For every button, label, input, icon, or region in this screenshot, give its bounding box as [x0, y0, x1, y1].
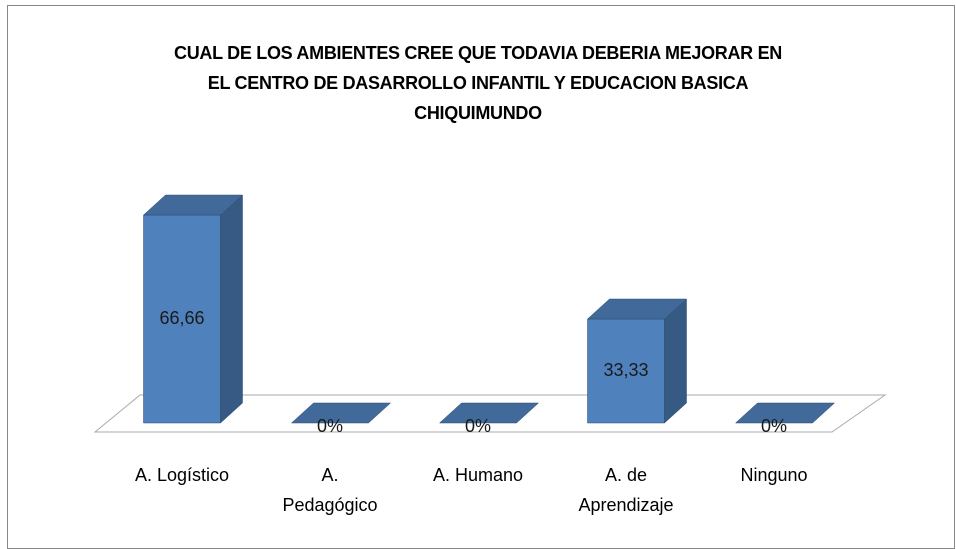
x-tick-label: Ninguno: [740, 465, 808, 485]
x-tick-label: A. Humano: [432, 465, 524, 485]
bar: [438, 402, 540, 424]
bar: [586, 298, 688, 424]
value-label: 0%: [317, 416, 343, 436]
bar-top: [290, 402, 392, 424]
bar: [734, 402, 836, 424]
bar-top: [586, 298, 688, 320]
bar-top: [438, 402, 540, 424]
x-tick-label: A. Logístico: [134, 465, 230, 485]
bar-side: [664, 298, 687, 424]
x-tick-label: A. Pedagógico: [282, 465, 378, 515]
value-label: 0%: [761, 416, 787, 436]
bar-side: [220, 194, 243, 424]
bar: [142, 194, 244, 424]
bar-top: [734, 402, 836, 424]
x-tick-label: A. de Aprendizaje: [578, 465, 674, 515]
value-label: 0%: [465, 416, 491, 436]
value-label: 66,66: [159, 308, 204, 328]
bar: [290, 402, 392, 424]
bar-top: [142, 194, 244, 216]
value-label: 33,33: [603, 360, 648, 380]
chart-title: CUAL DE LOS AMBIENTES CREE QUE TODAVIA D…: [174, 43, 782, 123]
